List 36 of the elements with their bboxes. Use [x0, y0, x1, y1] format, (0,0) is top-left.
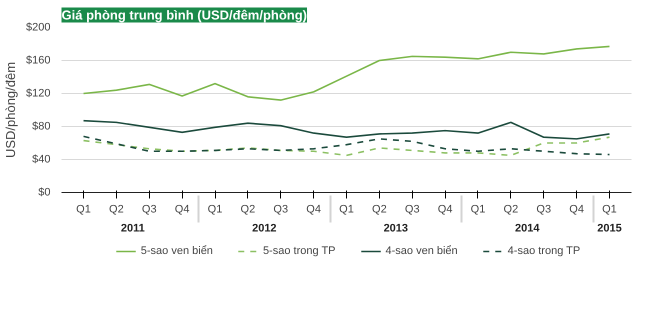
text: 2014 — [515, 222, 540, 234]
y-axis-title: USD/phòng/đêm — [3, 62, 18, 158]
x-tick-label: Q2 — [240, 204, 256, 216]
text: 2011 — [120, 222, 145, 234]
x-tick-label: Q2 — [372, 204, 387, 216]
line-series — [82, 120, 610, 140]
x-tick-label: Q1 — [339, 204, 354, 216]
text: 2015 — [597, 222, 622, 234]
text: 2012 — [252, 222, 277, 234]
x-tick-label: Q3 — [273, 204, 288, 216]
x-tick-label: Q3 — [536, 204, 552, 216]
x-tick-label: Q4 — [174, 204, 190, 216]
x-tick-label: Q1 — [76, 204, 91, 216]
y-tick-label: $160 — [26, 54, 51, 66]
x-tick-label: Q1 — [602, 204, 617, 216]
text: 2013 — [384, 222, 408, 234]
chart-title: Giá phòng trung bình (USD/đêm/phòng) — [62, 8, 308, 22]
x-tick-label: Q3 — [142, 204, 157, 216]
x-tick-label: Q4 — [569, 204, 584, 216]
x-tick-label: Q2 — [109, 204, 124, 216]
line-series — [82, 46, 610, 101]
x-tick-label: Q4 — [438, 204, 452, 216]
legend-label: 4-sao trong TP — [508, 245, 580, 257]
legend-label: 5-sao trong TP — [262, 245, 336, 257]
y-tick-label: $120 — [26, 88, 51, 100]
legend-label: 5-sao ven biển — [140, 245, 213, 257]
x-tick-label: Q3 — [404, 204, 420, 216]
y-tick-label: $40 — [32, 154, 51, 166]
x-tick-label: Q1 — [208, 204, 222, 216]
y-tick-label: $80 — [32, 120, 51, 132]
x-tick-label: Q4 — [306, 204, 321, 216]
y-tick-label: $200 — [26, 22, 51, 34]
legend-label: 4-sao ven biển — [386, 245, 458, 257]
x-tick-label: Q2 — [504, 204, 518, 216]
x-tick-label: Q1 — [470, 204, 486, 216]
y-tick-label: $0 — [38, 186, 51, 198]
